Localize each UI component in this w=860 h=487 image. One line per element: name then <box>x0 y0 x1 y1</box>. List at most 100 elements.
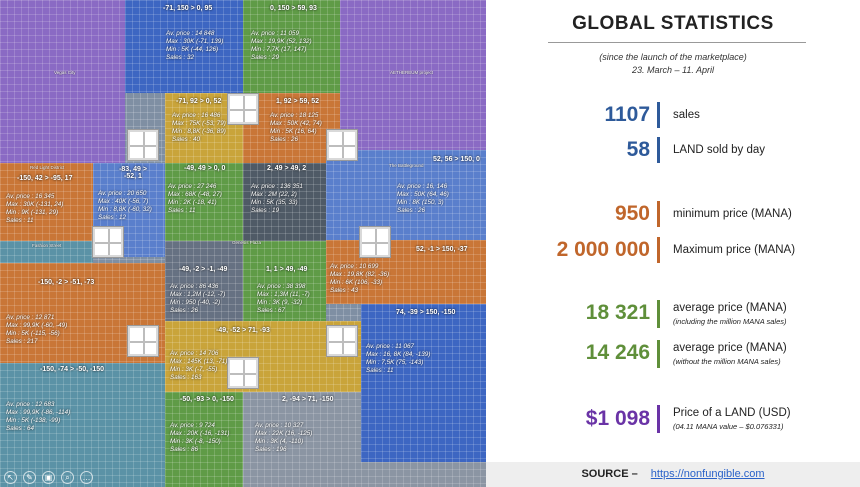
stat-divider <box>657 340 660 368</box>
zone-label: 1, 1 > 49, -49 <box>266 266 308 273</box>
map-zone-z8[interactable] <box>243 163 326 241</box>
stat-sales: 1107 sales <box>486 100 860 130</box>
stat-label: LAND sold by day <box>673 144 766 156</box>
stat-label: average price (MANA) <box>673 342 787 354</box>
zone-label: -83, 49 > -52, 1 <box>119 166 147 180</box>
plaza-marker <box>128 326 158 356</box>
stat-min-price: 950 minimum price (MANA) <box>486 199 860 229</box>
zone-stats: Av. price : 11 059 Max : 19,9K (52, 132) M… <box>251 30 312 61</box>
map-zone-z5[interactable] <box>0 163 93 241</box>
zone-stats: Av. price : 20 650 Max : 40K (-56, 7) Min … <box>98 190 152 221</box>
map-zone-z11[interactable] <box>165 241 243 321</box>
stat-label: average price (MANA) <box>673 302 787 314</box>
zone-label: 52, 56 > 150, 0 <box>433 156 480 163</box>
map-zone-z7[interactable] <box>165 163 243 241</box>
plaza-marker <box>128 130 158 160</box>
plaza-marker <box>228 94 258 124</box>
land-map[interactable]: Vegas City AETHEREUM project Red Light D… <box>0 0 486 487</box>
map-zone-fashion[interactable] <box>0 241 93 263</box>
map-zone-z9[interactable] <box>326 150 486 240</box>
map-zone-z15[interactable] <box>361 304 486 462</box>
stat-value: 58 <box>626 138 650 161</box>
zone-stats: Av. price : 18 125 Max : 50K (42, 74) Min … <box>270 112 322 143</box>
zone-label: 2, 49 > 49, 2 <box>267 165 307 172</box>
more-icon[interactable]: … <box>80 471 93 484</box>
zone-stats: Av. price : 12 871 Max : 99,9K (-60, -49)… <box>6 314 68 345</box>
stat-value: 2 000 000 <box>556 238 650 261</box>
map-zone-left-upper[interactable] <box>0 0 125 163</box>
slides-icon[interactable]: ▣ <box>42 471 55 484</box>
map-zone-z17[interactable] <box>165 392 243 487</box>
panel-date-range: 23. March – 11. April <box>631 65 715 75</box>
place-name-battleground: The Battleground <box>389 163 424 168</box>
zone-label: -49, -52 > 71, -93 <box>216 327 270 334</box>
source-link[interactable]: https://nonfungible.com <box>650 468 765 480</box>
stat-land-per-day: 58 LAND sold by day <box>486 135 860 165</box>
map-zone-z18[interactable] <box>243 392 361 487</box>
zone-label: -71, 92 > 0, 52 <box>176 98 222 105</box>
zone-label: 52, -1 > 150, -37 <box>416 246 468 253</box>
stat-value: 950 <box>614 202 650 225</box>
pointer-icon[interactable]: ↖ <box>4 471 17 484</box>
zone-label: -49, 49 > 0, 0 <box>184 165 226 172</box>
stat-avg-price-excl: 14 246 average price (MANA) (without the… <box>486 338 860 368</box>
place-name-genesis: Genesis Plaza <box>232 240 262 245</box>
place-name-fashion: Fashion Street <box>32 243 62 248</box>
plaza-marker <box>228 358 258 388</box>
zone-label: 74, -39 > 150, -150 <box>396 309 456 316</box>
stat-note: (including the million MANA sales) <box>673 317 787 326</box>
zone-stats: Av. price : 16, 146 Max : 50K (64, 46) Min… <box>397 183 449 214</box>
stat-label: Price of a LAND (USD) <box>673 407 791 419</box>
source-footer: SOURCE – https://nonfungible.com <box>486 462 860 487</box>
stat-divider <box>657 405 660 433</box>
plaza-marker <box>360 227 390 257</box>
map-zone-bottom-right[interactable] <box>361 462 486 487</box>
zone-stats: Av. price : 14 848 Max : 30K (-71, 139) Mi… <box>166 30 224 61</box>
zone-stats: Av. price : 10 327 Max : 22K (16, -125) Mi… <box>255 422 313 453</box>
stat-note: (04.11 MANA value – $0.076331) <box>673 422 784 431</box>
stat-value: 18 321 <box>585 301 650 324</box>
map-zone-z4[interactable] <box>243 93 340 163</box>
map-zone-z2[interactable] <box>243 0 340 93</box>
stat-avg-price-incl: 18 321 average price (MANA) (including t… <box>486 298 860 328</box>
zone-label: 1, 92 > 59, 52 <box>276 98 320 105</box>
title-divider <box>548 42 806 43</box>
stat-label: sales <box>673 109 700 121</box>
stat-divider <box>657 102 660 128</box>
map-toolbar: ↖ ✎ ▣ ⌕ … <box>4 471 93 484</box>
source-label: SOURCE – <box>581 468 638 480</box>
zone-stats: Av. price : 10 699 Max : 19,8K (82, -36) M… <box>330 263 390 294</box>
panel-title: GLOBAL STATISTICS <box>572 13 774 34</box>
plaza-marker <box>93 227 123 257</box>
stat-value: 14 246 <box>585 341 650 364</box>
stat-divider <box>657 300 660 328</box>
map-zone-right-upper[interactable] <box>340 0 486 150</box>
zone-stats: Av. price : 38 398 Max : 1,3M (11, -7) Min… <box>257 283 310 314</box>
place-name-red-light: Red Light District <box>30 165 65 170</box>
panel-subtitle: (since the launch of the marketplace) <box>599 52 747 62</box>
zone-label: -71, 150 > 0, 95 <box>163 5 213 12</box>
map-zone-z13[interactable] <box>326 240 486 304</box>
stat-divider <box>657 201 660 227</box>
stat-note: (without the million MANA sales) <box>673 357 781 366</box>
stat-max-price: 2 000 000 Maximum price (MANA) <box>486 235 860 265</box>
zone-stats: Av. price : 16 486 Max : 75K (-53, 79) Min… <box>172 112 226 143</box>
place-name-aethereum: AETHEREUM project <box>390 70 434 75</box>
stats-panel: GLOBAL STATISTICS (since the launch of t… <box>486 0 860 487</box>
zone-stats: Av. price : 16 345 Max : 30K (-131, 24) Mi… <box>6 193 64 224</box>
zone-stats: Av. price : 136 351 Max : 2M (22, 2) Min :… <box>251 183 303 214</box>
map-zone-z1[interactable] <box>125 0 243 93</box>
stat-divider <box>657 137 660 163</box>
zone-stats: Av. price : 11 067 Max : 16, 8K (84, -139… <box>366 343 431 374</box>
map-zone-z16[interactable] <box>0 363 165 487</box>
stat-value: $1 098 <box>585 407 650 430</box>
pen-icon[interactable]: ✎ <box>23 471 36 484</box>
zone-label: -49, -2 > -1, -49 <box>179 266 228 273</box>
zoom-icon[interactable]: ⌕ <box>61 471 74 484</box>
zone-label: -50, -93 > 0, -150 <box>180 396 234 403</box>
stat-land-usd: $1 098 Price of a LAND (USD) (04.11 MANA… <box>486 404 860 434</box>
map-zone-z12[interactable] <box>243 241 326 321</box>
zone-stats: Av. price : 86 436 Max : 1,2M (-12, -7) Mi… <box>170 283 226 314</box>
zone-label: -150, -74 > -50, -150 <box>40 366 105 373</box>
